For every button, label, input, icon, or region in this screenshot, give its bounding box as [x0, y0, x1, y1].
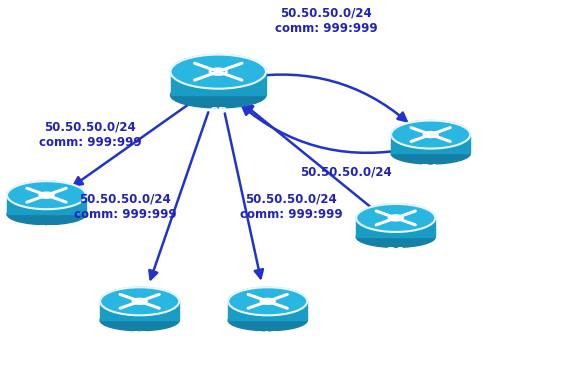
Text: 50.50.50.0/24
comm: 999:999: 50.50.50.0/24 comm: 999:999 — [74, 192, 176, 221]
Polygon shape — [228, 301, 307, 320]
Polygon shape — [100, 301, 179, 320]
Ellipse shape — [171, 55, 266, 89]
Text: MG: MG — [257, 330, 279, 343]
Ellipse shape — [356, 226, 435, 247]
Polygon shape — [7, 195, 86, 214]
Ellipse shape — [100, 287, 179, 315]
Ellipse shape — [171, 82, 266, 108]
Ellipse shape — [228, 310, 307, 331]
Ellipse shape — [356, 204, 435, 232]
Text: SP: SP — [209, 106, 228, 119]
Text: 50.50.50.0/24
comm: 999:999: 50.50.50.0/24 comm: 999:999 — [240, 192, 342, 221]
Polygon shape — [171, 72, 266, 95]
Text: PE: PE — [38, 224, 55, 236]
Text: 50.50.50.0/24: 50.50.50.0/24 — [300, 166, 392, 179]
Polygon shape — [391, 135, 470, 153]
Ellipse shape — [7, 204, 86, 225]
Text: BA: BA — [421, 163, 440, 176]
Text: 50.50.50.0/24
comm: 999:999: 50.50.50.0/24 comm: 999:999 — [275, 6, 377, 35]
Ellipse shape — [228, 287, 307, 315]
Ellipse shape — [7, 181, 86, 209]
Ellipse shape — [100, 310, 179, 331]
Text: 50.50.50.0/24
comm: 999:999: 50.50.50.0/24 comm: 999:999 — [39, 120, 141, 149]
Polygon shape — [356, 218, 435, 237]
Ellipse shape — [391, 121, 470, 149]
Ellipse shape — [391, 143, 470, 164]
Text: CE: CE — [131, 330, 148, 343]
Text: RS: RS — [386, 246, 405, 259]
